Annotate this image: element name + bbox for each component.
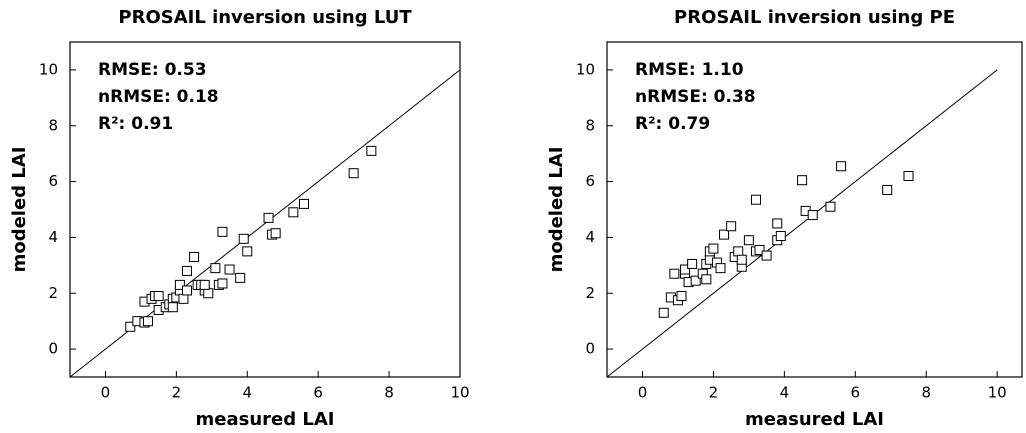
one-to-one-line	[606, 69, 998, 378]
point	[217, 226, 228, 237]
x-tick-label: 10	[450, 384, 469, 402]
y-tick-label: 8	[585, 116, 595, 134]
plot-frame	[69, 41, 461, 378]
y-tick-label: 6	[585, 172, 595, 190]
point	[882, 184, 893, 195]
point	[687, 258, 698, 269]
point	[715, 263, 726, 274]
point	[658, 307, 669, 318]
y-axis-label: modeled LAI	[9, 147, 30, 273]
point	[143, 316, 153, 327]
point	[366, 145, 377, 156]
point	[807, 210, 818, 221]
x-tick-label: 6	[851, 384, 861, 402]
x-tick-label: 4	[242, 384, 252, 402]
x-tick-label: 0	[638, 384, 648, 402]
x-axis-label: measured LAI	[196, 409, 335, 430]
point	[750, 194, 761, 205]
y-tick-label: 0	[585, 340, 595, 358]
x-tick-label: 2	[709, 384, 719, 402]
point	[701, 274, 712, 285]
y-tick-label: 2	[585, 284, 595, 302]
point	[736, 254, 747, 265]
point	[242, 246, 253, 257]
annotation: R²: 0.79	[635, 114, 710, 134]
annotation: RMSE: 0.53	[98, 60, 207, 80]
point	[182, 285, 192, 296]
point	[235, 272, 246, 283]
point	[743, 235, 754, 246]
y-tick-label: 8	[48, 116, 58, 134]
annotation: RMSE: 1.10	[635, 60, 744, 80]
chart-title: PROSAIL inversion using PE	[674, 7, 955, 28]
point	[217, 278, 228, 289]
annotation: R²: 0.91	[98, 114, 173, 134]
point	[174, 279, 185, 290]
point	[348, 168, 359, 179]
x-tick-label: 0	[101, 384, 111, 402]
point	[680, 264, 691, 275]
plot-frame	[606, 41, 1023, 378]
point	[726, 221, 737, 232]
y-tick-label: 0	[48, 340, 58, 358]
point	[772, 218, 783, 229]
x-tick-label: 8	[921, 384, 931, 402]
point	[210, 263, 221, 274]
point	[299, 198, 309, 209]
point	[836, 161, 847, 172]
point	[288, 207, 299, 218]
point	[153, 291, 164, 302]
x-tick-label: 10	[988, 384, 1007, 402]
point	[754, 244, 765, 255]
y-tick-label: 6	[48, 172, 58, 190]
point	[203, 288, 214, 299]
point	[708, 243, 719, 254]
point	[719, 229, 730, 240]
annotation: nRMSE: 0.38	[635, 87, 756, 107]
y-tick-label: 4	[48, 228, 58, 246]
x-axis-label: measured LAI	[745, 409, 884, 430]
point	[178, 293, 189, 304]
point	[903, 171, 914, 181]
y-tick-label: 4	[585, 228, 595, 246]
point	[669, 268, 680, 279]
point	[199, 279, 210, 290]
point	[182, 265, 192, 276]
x-tick-label: 8	[384, 384, 394, 402]
point	[676, 291, 687, 302]
x-tick-label: 6	[313, 384, 323, 402]
point	[690, 275, 701, 286]
chart-title: PROSAIL inversion using LUT	[118, 7, 412, 28]
y-tick-label: 10	[39, 60, 58, 78]
point	[238, 233, 249, 244]
y-tick-label: 10	[576, 60, 595, 78]
point	[270, 228, 281, 239]
y-axis-label: modeled LAI	[546, 147, 567, 273]
point	[125, 321, 136, 332]
point	[167, 302, 178, 313]
x-tick-label: 4	[780, 384, 790, 402]
point	[797, 175, 808, 186]
point	[825, 201, 836, 212]
point	[761, 250, 772, 261]
point	[775, 231, 786, 242]
annotation: nRMSE: 0.18	[98, 87, 219, 107]
point	[224, 264, 235, 275]
point	[733, 246, 744, 257]
x-tick-label: 2	[172, 384, 182, 402]
y-tick-label: 2	[48, 284, 58, 302]
point	[189, 251, 200, 262]
point	[263, 212, 274, 223]
